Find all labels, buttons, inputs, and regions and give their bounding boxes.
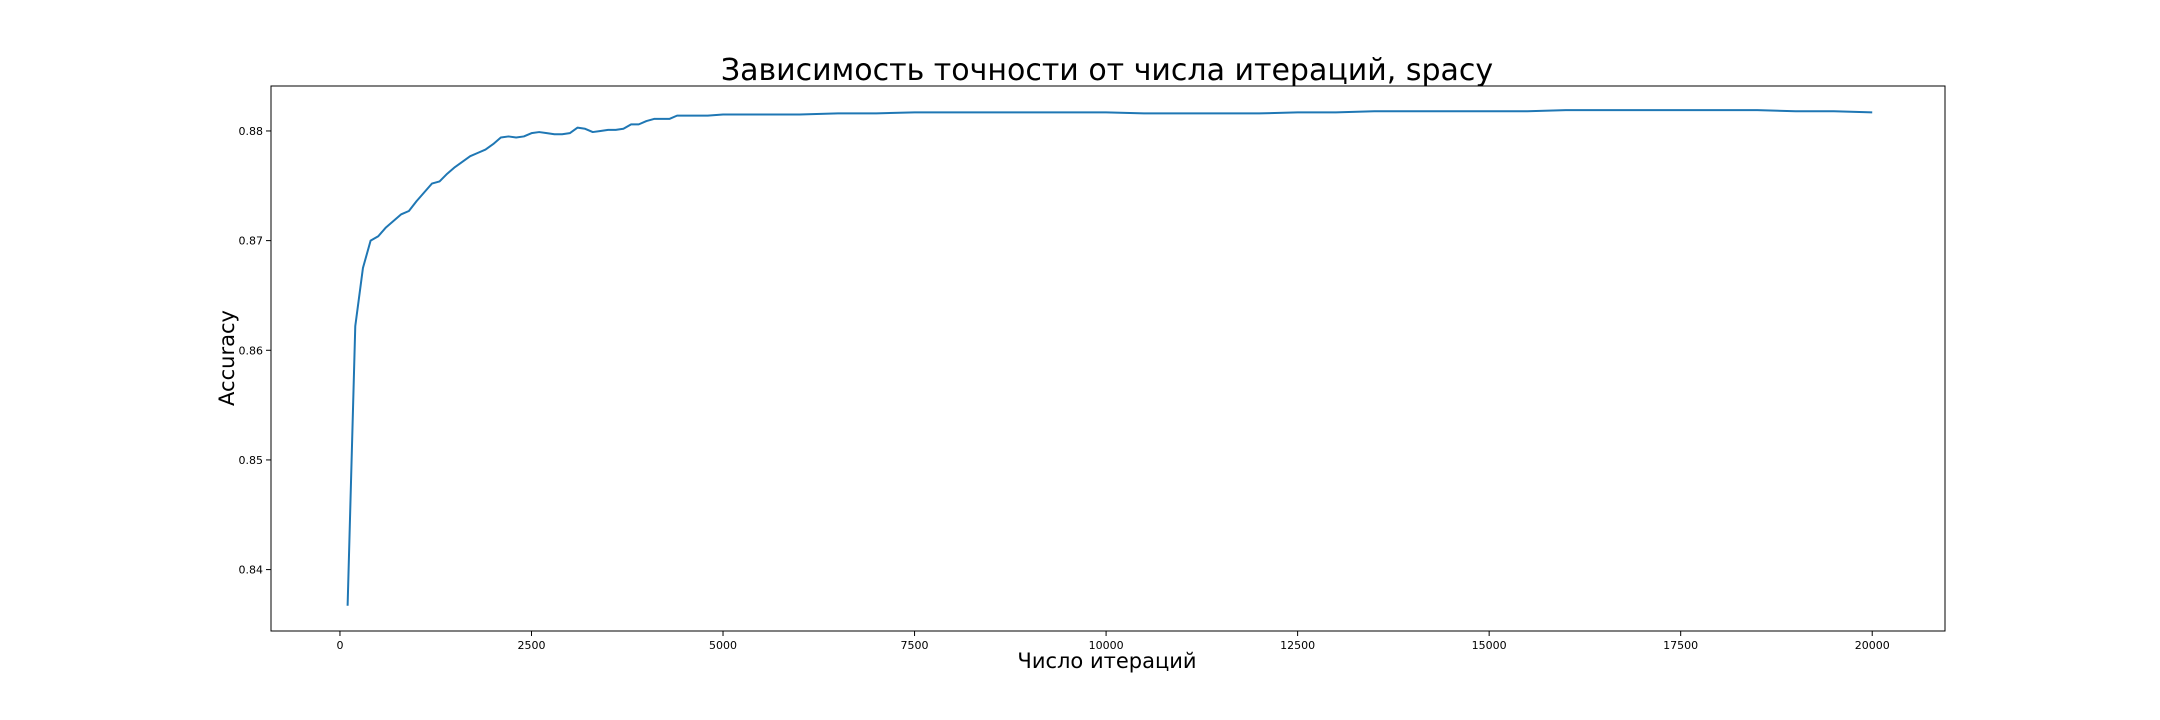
y-tick-label: 0.84 <box>239 564 264 577</box>
y-tick-label: 0.87 <box>239 235 264 248</box>
y-tick-label: 0.86 <box>239 344 264 357</box>
x-tick-label: 20000 <box>1855 639 1890 652</box>
y-axis-label: Accuracy <box>215 310 239 406</box>
y-tick-label: 0.88 <box>239 125 264 138</box>
chart-title: Зависимость точности от числа итераций, … <box>721 53 1493 88</box>
x-tick-label: 15000 <box>1472 639 1507 652</box>
y-tick-label: 0.85 <box>239 454 264 467</box>
x-tick-label: 0 <box>336 639 343 652</box>
x-tick-label: 12500 <box>1280 639 1315 652</box>
x-tick-label: 5000 <box>709 639 737 652</box>
x-tick-label: 10000 <box>1089 639 1124 652</box>
x-tick-label: 7500 <box>901 639 929 652</box>
x-axis-label: Число итераций <box>1017 649 1196 673</box>
plot-frame <box>270 85 1946 632</box>
series-line-0 <box>346 109 1873 606</box>
y-axis: 0.84 0.85 0.86 0.87 0.88 <box>239 125 271 577</box>
plot-area <box>270 85 1946 632</box>
x-axis: 0 2500 5000 7500 10000 12500 15000 17500 20000 <box>336 631 1890 652</box>
x-tick-label: 17500 <box>1663 639 1698 652</box>
x-tick-label: 2500 <box>517 639 545 652</box>
